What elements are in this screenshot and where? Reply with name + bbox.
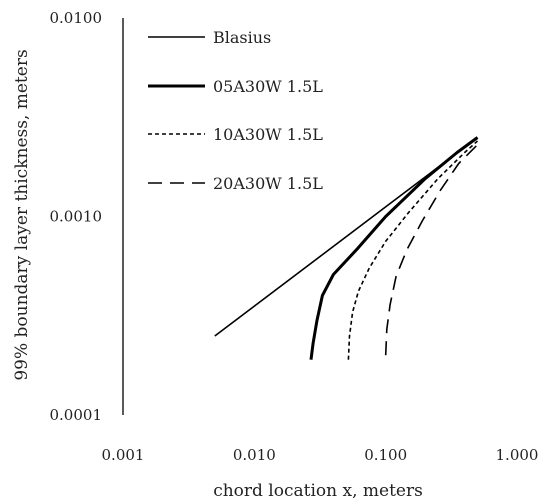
y-tick-labels: 0.0001 0.0010 0.0100 xyxy=(50,9,103,424)
y-axis-title: 99% boundary layer thickness, meters xyxy=(12,49,32,380)
y-tick-label: 0.0010 xyxy=(50,208,103,226)
x-axis-title: chord location x, meters xyxy=(213,481,423,501)
y-tick-label: 0.0001 xyxy=(50,406,103,424)
y-tick-label: 0.0100 xyxy=(50,9,103,27)
legend-label: 05A30W 1.5L xyxy=(213,77,323,96)
x-tick-label: 1.000 xyxy=(496,446,539,464)
x-tick-label: 0.001 xyxy=(102,446,145,464)
series-layer xyxy=(214,136,479,360)
x-tick-labels: 0.001 0.010 0.100 1.000 xyxy=(102,446,539,464)
legend-label: Blasius xyxy=(213,28,271,47)
series-line-2 xyxy=(309,136,479,360)
legend-label: 10A30W 1.5L xyxy=(213,125,323,144)
x-tick-label: 0.010 xyxy=(233,446,276,464)
series-line-3 xyxy=(347,140,479,360)
legend-label: 20A30W 1.5L xyxy=(213,174,323,193)
x-tick-label: 0.100 xyxy=(364,446,407,464)
series-line-4 xyxy=(384,144,479,356)
legend: Blasius 05A30W 1.5L 10A30W 1.5L 20A30W 1.5L xyxy=(148,28,323,193)
